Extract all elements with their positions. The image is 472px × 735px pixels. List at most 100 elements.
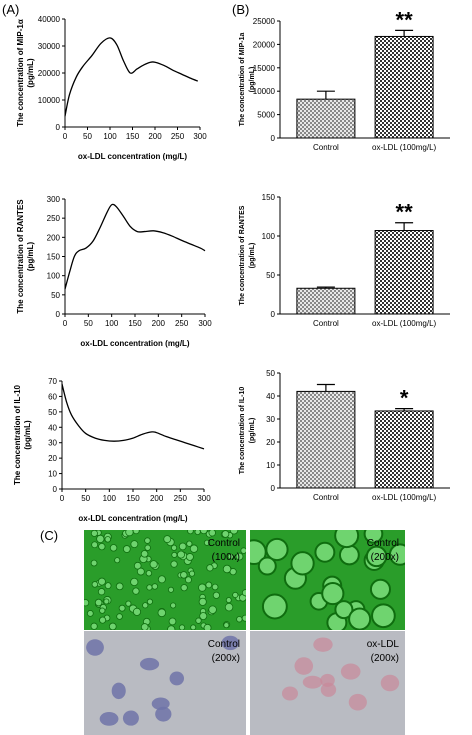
y-tick-label: 15000 bbox=[253, 64, 276, 73]
y-tick-label: 10 bbox=[48, 470, 57, 479]
micrograph-1: Control (100x) bbox=[84, 530, 246, 630]
panel-label-b: (B) bbox=[232, 2, 249, 17]
cell bbox=[86, 639, 104, 656]
y-tick-label: 20000 bbox=[38, 69, 61, 78]
cell bbox=[146, 598, 153, 605]
bar-oxldl bbox=[374, 230, 434, 315]
cell bbox=[225, 597, 232, 604]
bar-rantes-chart: 0 50 100 150 The concentration of RANTES (pg/… bbox=[239, 193, 450, 328]
cell bbox=[222, 564, 232, 574]
cell bbox=[140, 550, 149, 558]
series-line bbox=[61, 383, 205, 450]
cell bbox=[130, 577, 139, 587]
cell bbox=[94, 598, 103, 607]
cell bbox=[365, 545, 388, 568]
cell bbox=[229, 530, 239, 535]
y-tick-label: 50 bbox=[48, 408, 57, 417]
cell bbox=[257, 556, 277, 576]
y-tick-label: 10000 bbox=[38, 96, 61, 105]
y-axis-label-line2: (pg/mL) bbox=[249, 67, 256, 93]
cell bbox=[116, 613, 123, 620]
cell bbox=[185, 553, 194, 561]
y-tick-label: 50 bbox=[266, 369, 275, 378]
cell bbox=[155, 706, 172, 722]
cell bbox=[133, 561, 142, 570]
micrograph-label-line1: Control bbox=[367, 538, 399, 549]
y-tick-label: 0 bbox=[271, 484, 276, 493]
y-tick-label: 150 bbox=[47, 253, 61, 262]
cell bbox=[314, 541, 336, 563]
x-axis-label: ox-LDL concentration (mg/L) bbox=[78, 152, 188, 161]
y-tick-label: 70 bbox=[48, 377, 57, 386]
cell bbox=[178, 542, 187, 551]
micrograph-image bbox=[84, 631, 246, 735]
micrograph-image bbox=[250, 530, 405, 630]
cell bbox=[114, 557, 121, 564]
y-tick-label: 60 bbox=[48, 392, 57, 401]
micrograph-label-line1: Control bbox=[208, 538, 240, 549]
y-axis-label: The concentration of IL-10 (pg/mL) bbox=[13, 384, 32, 485]
cell bbox=[98, 543, 106, 551]
cell bbox=[130, 540, 139, 549]
cell bbox=[236, 616, 243, 623]
y-axis-label-line1: The concentration of RANTES bbox=[16, 199, 25, 314]
micrograph-image bbox=[84, 530, 246, 630]
x-tick-label: 250 bbox=[171, 132, 185, 141]
x-tick-label: 0 bbox=[63, 132, 68, 141]
x-tick-label: 50 bbox=[83, 132, 92, 141]
x-tick-label: 250 bbox=[175, 319, 189, 328]
y-tick-label: 250 bbox=[47, 214, 61, 223]
cell bbox=[97, 577, 106, 586]
cell bbox=[371, 603, 396, 629]
micrograph-label-line2: (200x) bbox=[212, 653, 240, 664]
y-tick-label: 50 bbox=[266, 271, 275, 280]
cell bbox=[369, 578, 392, 600]
cell bbox=[169, 671, 185, 686]
cell bbox=[211, 583, 219, 591]
micrograph-image bbox=[250, 631, 405, 735]
y-tick-label: 25000 bbox=[253, 17, 276, 26]
x-axis-label: ox-LDL concentration (mg/L) bbox=[78, 514, 188, 523]
cell bbox=[178, 624, 186, 630]
y-tick-label: 30 bbox=[48, 439, 57, 448]
x-tick-label: 150 bbox=[128, 319, 142, 328]
y-tick-label: 5000 bbox=[257, 111, 275, 120]
micrograph-label-line2: (100x) bbox=[212, 552, 240, 563]
x-tick-label: 0 bbox=[63, 319, 68, 328]
x-tick-label: Control bbox=[313, 493, 339, 502]
cell bbox=[388, 543, 405, 566]
y-axis-label-line1: The concentration of IL-10 bbox=[13, 384, 22, 485]
cell bbox=[86, 610, 94, 617]
significance-mark: ** bbox=[396, 200, 414, 225]
y-tick-label: 0 bbox=[53, 485, 58, 494]
y-tick-label: 30 bbox=[266, 415, 275, 424]
y-tick-label: 200 bbox=[47, 233, 61, 242]
y-axis-label-line2: (pg/mL) bbox=[26, 242, 35, 272]
cell bbox=[149, 560, 158, 569]
cell bbox=[205, 581, 213, 589]
micrograph-label-line2: (200x) bbox=[371, 552, 399, 563]
bar-control bbox=[296, 98, 356, 139]
cell bbox=[380, 674, 400, 692]
y-axis-label-line2: (pg/mL) bbox=[249, 418, 256, 444]
cell bbox=[132, 587, 140, 595]
micrograph-label-line1: ox-LDL bbox=[367, 639, 400, 650]
cell bbox=[99, 712, 119, 726]
cell bbox=[334, 600, 354, 620]
x-tick-label: 200 bbox=[152, 319, 166, 328]
cell bbox=[168, 617, 177, 626]
y-tick-label: 40 bbox=[266, 392, 275, 401]
cell bbox=[170, 560, 178, 568]
cell bbox=[140, 623, 149, 630]
y-tick-label: 30000 bbox=[38, 42, 61, 51]
cell bbox=[334, 530, 360, 549]
cell bbox=[136, 567, 145, 576]
x-tick-label: 50 bbox=[84, 319, 93, 328]
line-rantes-chart: 0 50 100 150 200 250 300 The concentration of R… bbox=[16, 195, 212, 348]
cell bbox=[167, 586, 174, 593]
cell bbox=[167, 625, 176, 630]
y-tick-label: 40000 bbox=[38, 15, 61, 24]
